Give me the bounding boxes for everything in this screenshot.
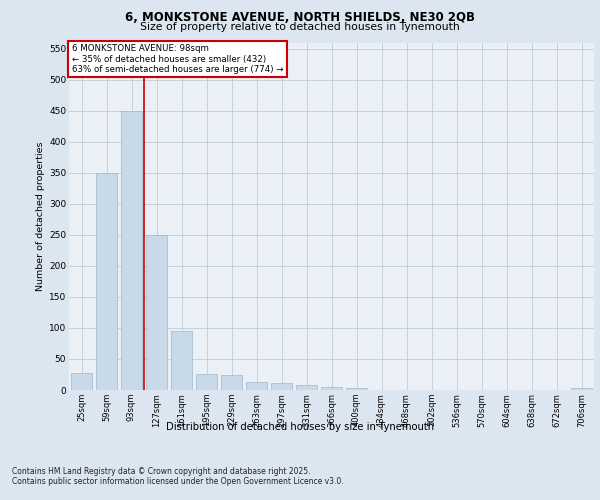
Bar [321, 387, 342, 390]
Bar [196, 374, 217, 390]
Bar [346, 388, 367, 390]
Text: 6, MONKSTONE AVENUE, NORTH SHIELDS, NE30 2QB: 6, MONKSTONE AVENUE, NORTH SHIELDS, NE30… [125, 11, 475, 24]
Text: Size of property relative to detached houses in Tynemouth: Size of property relative to detached ho… [140, 22, 460, 32]
Bar [221, 375, 242, 390]
Bar [246, 382, 267, 390]
Bar [296, 385, 317, 390]
Text: 6 MONKSTONE AVENUE: 98sqm
← 35% of detached houses are smaller (432)
63% of semi: 6 MONKSTONE AVENUE: 98sqm ← 35% of detac… [71, 44, 283, 74]
Text: Distribution of detached houses by size in Tynemouth: Distribution of detached houses by size … [166, 422, 434, 432]
Text: Contains public sector information licensed under the Open Government Licence v3: Contains public sector information licen… [12, 478, 344, 486]
Bar [171, 331, 192, 390]
Y-axis label: Number of detached properties: Number of detached properties [36, 142, 45, 291]
Bar [571, 388, 592, 390]
Bar [96, 173, 117, 390]
Text: Contains HM Land Registry data © Crown copyright and database right 2025.: Contains HM Land Registry data © Crown c… [12, 468, 311, 476]
Bar [121, 111, 142, 390]
Bar [271, 383, 292, 390]
Bar [71, 373, 92, 390]
Bar [146, 235, 167, 390]
